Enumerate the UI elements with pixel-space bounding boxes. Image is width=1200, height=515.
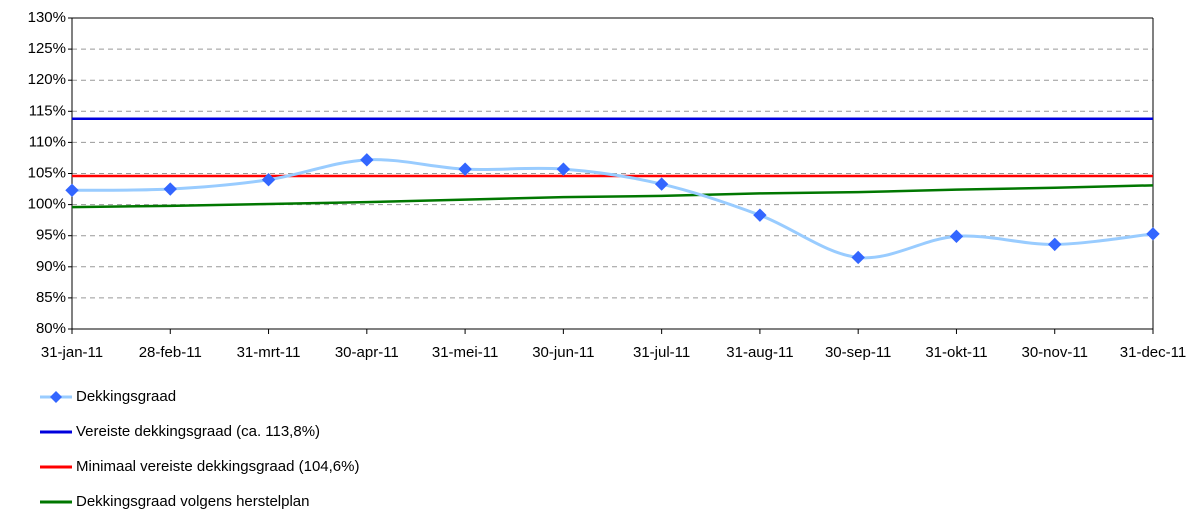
series-line xyxy=(71,158,1154,260)
y-tick-label: 115% xyxy=(29,102,66,119)
x-tick-label: 31-mei-11 xyxy=(432,344,498,361)
series-marker xyxy=(654,177,669,191)
x-tick-label: 30-sep-11 xyxy=(825,344,891,361)
series-marker xyxy=(753,208,767,222)
x-tick-label: 31-okt-11 xyxy=(925,344,987,361)
y-tick-label: 95% xyxy=(36,227,66,244)
x-tick-label: 31-aug-11 xyxy=(726,344,793,361)
series-marker xyxy=(65,183,79,198)
legend-label: Minimaal vereiste dekkingsgraad (104,6%) xyxy=(76,458,359,475)
series-marker xyxy=(458,162,472,176)
series-marker xyxy=(261,173,276,187)
series-marker xyxy=(1146,227,1160,241)
x-tick-label: 30-jun-11 xyxy=(532,344,594,361)
legend-label: Dekkingsgraad volgens herstelplan xyxy=(76,493,309,510)
series-line xyxy=(71,184,1154,209)
series-marker xyxy=(556,162,571,176)
series-marker xyxy=(851,250,865,265)
y-tick-label: 125% xyxy=(28,40,66,57)
legend-label: Dekkingsgraad xyxy=(76,388,176,405)
y-tick-label: 80% xyxy=(36,320,66,337)
x-tick-label: 28-feb-11 xyxy=(139,344,202,361)
series-marker xyxy=(1048,237,1062,252)
series-marker xyxy=(163,182,177,196)
legend-marker xyxy=(50,391,62,403)
x-tick-label: 31-jan-11 xyxy=(41,344,103,361)
x-tick-label: 31-dec-11 xyxy=(1120,344,1186,361)
x-tick-label: 30-apr-11 xyxy=(335,344,399,361)
y-tick-label: 105% xyxy=(28,164,66,181)
series-marker xyxy=(949,229,964,244)
y-tick-label: 120% xyxy=(28,71,66,88)
x-tick-label: 31-jul-11 xyxy=(633,344,690,361)
legend-label: Vereiste dekkingsgraad (ca. 113,8%) xyxy=(76,423,320,440)
series-marker xyxy=(360,153,374,167)
y-tick-label: 130% xyxy=(28,9,66,26)
y-tick-label: 110% xyxy=(29,133,66,150)
x-tick-label: 30-nov-11 xyxy=(1022,344,1088,361)
y-tick-label: 90% xyxy=(36,258,66,275)
y-tick-label: 85% xyxy=(36,289,66,306)
y-tick-label: 100% xyxy=(28,196,66,213)
x-tick-label: 31-mrt-11 xyxy=(237,344,301,361)
